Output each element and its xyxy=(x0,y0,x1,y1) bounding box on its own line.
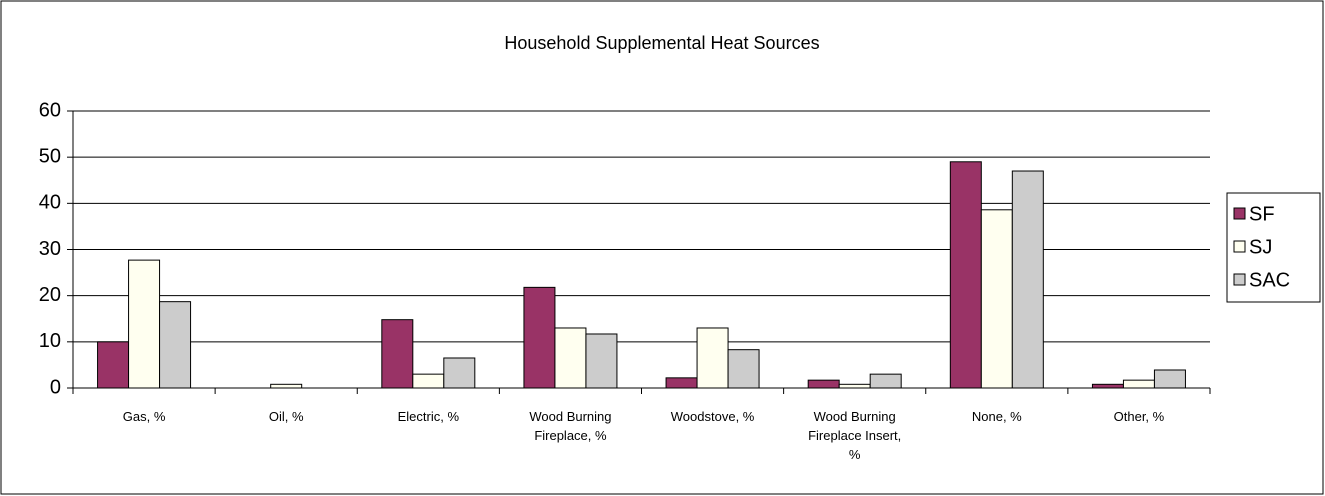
bar xyxy=(523,286,556,389)
y-tick-label: 10 xyxy=(39,330,61,352)
y-tick-label: 20 xyxy=(39,284,61,306)
bar xyxy=(696,327,729,389)
bar xyxy=(128,259,161,389)
y-tick-label: 40 xyxy=(39,192,61,214)
x-tick-label: None, % xyxy=(971,409,1022,424)
y-tick-label: 60 xyxy=(39,99,61,121)
bar xyxy=(585,333,618,389)
legend-swatch xyxy=(1233,240,1246,253)
bar xyxy=(270,383,303,389)
x-tick-label: Gas, % xyxy=(122,409,166,424)
x-tick-label: Wood Burning Fireplace, % xyxy=(529,409,612,443)
bar xyxy=(159,301,192,389)
bar xyxy=(1091,383,1124,389)
y-tick-label: 30 xyxy=(39,238,61,260)
bar xyxy=(807,379,840,389)
bar xyxy=(1122,379,1155,389)
chart-title: Household Supplemental Heat Sources xyxy=(504,33,819,53)
bar xyxy=(381,319,414,389)
y-tick-label: 0 xyxy=(50,376,61,398)
legend-label: SAC xyxy=(1249,269,1290,291)
bar xyxy=(97,341,130,389)
bar xyxy=(665,377,698,389)
bar xyxy=(980,209,1013,389)
legend-label: SF xyxy=(1249,203,1275,225)
bar xyxy=(838,383,871,389)
x-tick-label: Woodstove, % xyxy=(670,409,755,424)
x-tick-label: Other, % xyxy=(1113,409,1165,424)
x-tick-label: Wood Burning Fireplace Insert, % xyxy=(808,409,902,462)
bar xyxy=(869,373,902,389)
y-tick-label: 50 xyxy=(39,145,61,167)
bar xyxy=(554,327,587,389)
bar xyxy=(443,357,476,389)
x-tick-label: Oil, % xyxy=(268,409,304,424)
bar xyxy=(412,373,445,389)
legend-swatch xyxy=(1233,273,1246,286)
legend-label: SJ xyxy=(1249,236,1272,258)
bar xyxy=(727,349,760,389)
legend-swatch xyxy=(1233,207,1246,220)
bar xyxy=(949,161,982,389)
bar xyxy=(1011,170,1044,389)
x-tick-label: Electric, % xyxy=(397,409,460,424)
bar xyxy=(1153,369,1186,389)
